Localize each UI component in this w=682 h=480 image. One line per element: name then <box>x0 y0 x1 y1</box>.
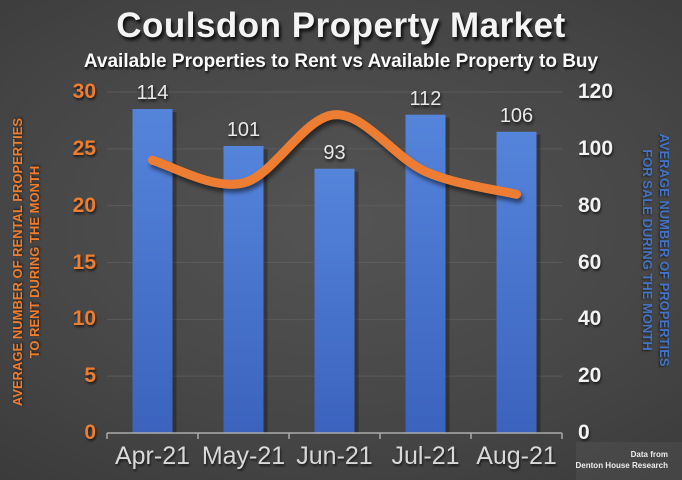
left-axis-tick-label: 30 <box>72 80 96 103</box>
left-axis-tick-label: 10 <box>72 307 96 331</box>
left-axis-tick-label: 0 <box>84 421 96 444</box>
chart-subtitle: Available Properties to Rent vs Availabl… <box>83 51 599 72</box>
right-axis-tick-label: 60 <box>578 250 602 274</box>
left-axis-tick-label: 15 <box>72 250 96 274</box>
data-source-note: Data from Denton House Research <box>576 449 668 471</box>
bar-value-label: 101 <box>226 118 261 141</box>
bar-value-label: 112 <box>409 87 442 110</box>
data-source-line2: Denton House Research <box>575 461 668 470</box>
left-axis-tick-label: 20 <box>72 193 96 217</box>
bar <box>496 131 537 434</box>
x-axis-category-label: Apr-21 <box>114 442 191 470</box>
right-axis-tick-label: 80 <box>578 193 602 217</box>
x-axis-category-label: Aug-21 <box>476 442 557 470</box>
right-axis-tick-label: 20 <box>578 364 602 388</box>
left-axis-title-line1: AVERAGE NUMBER OF RENTAL PROPERTIES <box>10 117 25 407</box>
rent-line-series <box>148 110 521 199</box>
bar-value-label: 114 <box>136 82 169 105</box>
right-axis-tick-label: 120 <box>578 80 614 103</box>
right-axis-title-line2: FOR SALE DURING THE MONTH <box>640 149 655 351</box>
data-source-line1: Data from <box>630 450 668 459</box>
left-axis-tick-label: 5 <box>84 364 96 388</box>
bar-value-label: 106 <box>499 104 534 127</box>
left-axis-title: AVERAGE NUMBER OF RENTAL PROPERTIES TO R… <box>9 118 43 406</box>
left-axis-tick-label: 25 <box>72 136 96 160</box>
chart-title: Coulsdon Property Market <box>116 6 566 45</box>
right-axis-title-line1: AVERAGE NUMBER OF PROPERTIES <box>657 133 672 367</box>
x-axis-category-label: Jul-21 <box>391 442 460 470</box>
left-axis-title-line2: TO RENT DURING THE MONTH <box>27 165 42 359</box>
bar-value-label: 93 <box>323 141 346 164</box>
footer-panel <box>576 442 682 480</box>
right-axis-tick-label: 100 <box>578 136 614 160</box>
x-axis-category-label: May-21 <box>201 442 286 470</box>
bar <box>223 145 264 433</box>
x-axis-category-label: Jun-21 <box>296 442 373 470</box>
right-axis-title: AVERAGE NUMBER OF PROPERTIES FOR SALE DU… <box>639 133 673 366</box>
right-axis-tick-label: 40 <box>578 307 602 331</box>
bar <box>314 168 355 433</box>
right-axis-tick-label: 0 <box>578 421 590 444</box>
